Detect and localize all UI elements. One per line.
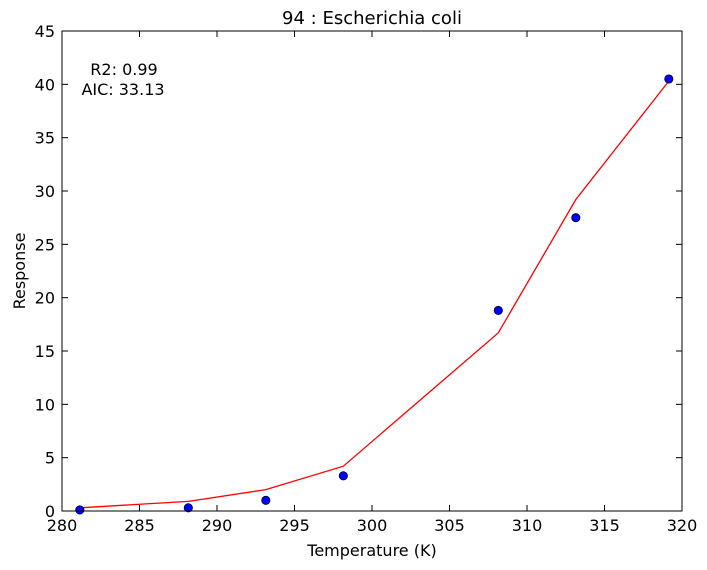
- y-tick-label: 5: [45, 449, 55, 468]
- x-tick-label: 285: [124, 516, 155, 535]
- fit-line: [79, 80, 670, 509]
- data-point: [261, 495, 271, 505]
- x-tick-label: 315: [589, 516, 620, 535]
- y-tick-label: 10: [35, 395, 55, 414]
- x-axis: 280 285 290 295 300 305 310 315 320: [47, 31, 698, 535]
- data-point: [338, 471, 348, 481]
- x-tick-label: 280: [47, 516, 78, 535]
- data-point: [571, 213, 581, 223]
- x-axis-label: Temperature (K): [306, 541, 436, 560]
- y-axis-label: Response: [10, 233, 29, 310]
- y-tick-label: 35: [35, 129, 55, 148]
- y-tick-label: 25: [35, 235, 55, 254]
- y-tick-label: 45: [35, 22, 55, 41]
- data-point: [664, 74, 674, 84]
- annotation-aic: AIC: 33.13: [81, 80, 164, 99]
- series-layer: [75, 74, 674, 515]
- plot-frame: [61, 30, 683, 512]
- chart-title: 94 : Escherichia coli: [282, 8, 462, 29]
- data-point: [183, 503, 193, 513]
- x-tick-label: 320: [667, 516, 698, 535]
- y-tick-label: 20: [35, 289, 55, 308]
- y-axis: 0 5 10 15 20 25 30 35 40 45: [35, 22, 682, 521]
- y-tick-label: 0: [45, 502, 55, 521]
- y-tick-label: 30: [35, 182, 55, 201]
- data-point: [75, 505, 85, 515]
- x-tick-label: 295: [279, 516, 310, 535]
- data-point: [493, 305, 503, 316]
- x-tick-label: 310: [512, 516, 543, 535]
- x-tick-label: 290: [202, 516, 233, 535]
- plot-area: [62, 31, 682, 511]
- x-tick-label: 305: [434, 516, 465, 535]
- y-tick-label: 40: [35, 75, 55, 94]
- annotation-r2: R2: 0.99: [90, 60, 157, 79]
- x-tick-label: 300: [357, 516, 388, 535]
- y-tick-label: 15: [35, 342, 55, 361]
